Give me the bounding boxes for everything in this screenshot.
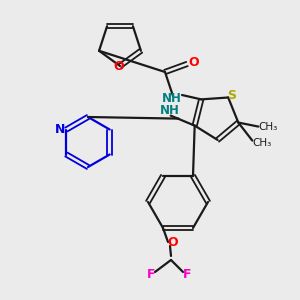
Text: CH₃: CH₃ [253,138,272,148]
Text: N: N [55,123,65,136]
Text: NH: NH [162,92,182,106]
Text: F: F [147,268,155,281]
Text: S: S [227,89,236,102]
Text: NH: NH [160,104,180,117]
Text: O: O [168,236,178,250]
Text: O: O [189,56,199,70]
Text: CH₃: CH₃ [259,122,278,132]
Text: F: F [183,268,191,281]
Text: O: O [114,61,124,74]
